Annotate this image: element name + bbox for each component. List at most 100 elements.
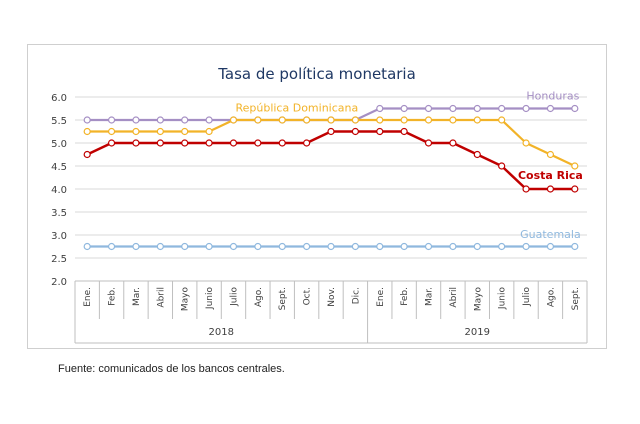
data-point-republica-dominicana [303, 116, 311, 124]
data-point-republica-dominicana [156, 127, 164, 136]
data-point-honduras [522, 104, 530, 113]
data-point-guatemala [83, 242, 91, 251]
data-point-guatemala [498, 242, 506, 251]
data-point-guatemala [327, 242, 335, 251]
data-point-republica-dominicana [424, 116, 433, 124]
data-point-costa-rica [327, 127, 335, 136]
data-point-costa-rica [83, 150, 91, 159]
x-tick-label: Junio [205, 287, 215, 311]
x-tick-label: Ago. [546, 287, 556, 307]
data-point-costa-rica [376, 127, 384, 136]
data-point-guatemala [449, 242, 457, 251]
data-point-costa-rica [156, 139, 164, 147]
data-point-costa-rica [107, 139, 116, 147]
y-tick-label: 5.0 [51, 139, 67, 150]
x-tick-label: Abril [156, 287, 166, 308]
x-tick-label: Dic. [351, 287, 361, 304]
data-point-honduras [205, 116, 213, 124]
data-point-republica-dominicana [278, 116, 286, 124]
data-point-costa-rica [278, 139, 286, 147]
series-label-guatemala: Guatemala [520, 228, 581, 241]
series-label-republica-dominicana: República Dominicana [235, 102, 358, 115]
data-point-costa-rica [424, 139, 433, 147]
data-point-guatemala [571, 242, 579, 251]
x-tick-label: Nov. [327, 287, 337, 307]
data-point-costa-rica [571, 185, 579, 193]
data-point-honduras [83, 116, 91, 124]
data-point-guatemala [522, 242, 530, 251]
data-point-republica-dominicana [351, 116, 359, 124]
data-point-honduras [498, 104, 506, 113]
y-tick-label: 5.5 [51, 116, 67, 127]
data-point-guatemala [424, 242, 433, 251]
data-point-costa-rica [254, 139, 262, 147]
data-point-costa-rica [132, 139, 140, 147]
y-tick-label: 3.0 [51, 231, 67, 242]
data-point-guatemala [229, 242, 238, 251]
data-point-republica-dominicana [546, 150, 555, 159]
data-point-costa-rica [546, 185, 555, 193]
x-tick-label: Ago. [254, 287, 264, 307]
data-point-republica-dominicana [83, 127, 91, 136]
y-tick-label: 3.5 [51, 208, 67, 219]
x-tick-label: Feb. [400, 287, 410, 306]
data-point-republica-dominicana [498, 116, 506, 124]
data-point-honduras [376, 104, 384, 113]
x-tick-label: Julio [522, 287, 532, 307]
data-point-costa-rica [181, 139, 189, 147]
x-tick-label: Oct. [303, 287, 313, 305]
data-point-guatemala [400, 242, 408, 251]
data-point-republica-dominicana [132, 127, 140, 136]
x-tick-label: Ene. [83, 287, 93, 307]
data-point-honduras [449, 104, 457, 113]
data-point-costa-rica [351, 127, 359, 136]
data-point-honduras [181, 116, 189, 124]
data-point-republica-dominicana [205, 127, 213, 136]
chart-title: Tasa de política monetaria [217, 65, 416, 83]
x-tick-label: Sept. [571, 287, 581, 310]
y-tick-label: 4.0 [51, 185, 67, 196]
data-point-guatemala [132, 242, 140, 251]
year-label: 2019 [465, 327, 490, 338]
x-tick-label: Mar. [132, 287, 142, 306]
data-point-honduras [473, 104, 481, 113]
x-tick-label: Feb. [108, 287, 118, 306]
data-point-republica-dominicana [376, 116, 384, 124]
x-tick-label: Sept. [278, 287, 288, 310]
chart-frame: Tasa de política monetaria 2.0 2.5 3.0 3.5 4… [27, 44, 607, 349]
data-point-guatemala [351, 242, 359, 251]
data-point-costa-rica [205, 139, 213, 147]
x-tick-label: Junio [498, 287, 508, 311]
series-label-honduras: Honduras [526, 89, 579, 102]
data-point-costa-rica [449, 139, 457, 147]
data-point-honduras [107, 116, 116, 124]
x-tick-label: Abril [449, 287, 459, 308]
data-point-honduras [424, 104, 433, 113]
y-tick-label: 2.0 [51, 277, 67, 288]
x-tick-label: Julio [229, 287, 239, 307]
data-point-costa-rica [473, 150, 481, 159]
data-point-republica-dominicana [181, 127, 189, 136]
y-tick-label: 4.5 [51, 162, 67, 173]
data-point-republica-dominicana [327, 116, 335, 124]
data-point-republica-dominicana [522, 139, 530, 147]
data-point-guatemala [376, 242, 384, 251]
data-point-honduras [156, 116, 164, 124]
data-point-costa-rica [522, 185, 530, 193]
data-point-honduras [132, 116, 140, 124]
y-tick-label: 2.5 [51, 254, 67, 265]
x-tick-label: Mayo [181, 287, 191, 312]
data-point-guatemala [156, 242, 164, 251]
data-point-costa-rica [229, 139, 238, 147]
data-point-republica-dominicana [449, 116, 457, 124]
y-tick-label: 6.0 [51, 93, 67, 104]
series-label-costa-rica: Costa Rica [518, 169, 583, 182]
data-point-guatemala [205, 242, 213, 251]
data-point-guatemala [107, 242, 116, 251]
data-point-honduras [546, 104, 555, 113]
data-point-costa-rica [498, 162, 506, 170]
data-point-republica-dominicana [473, 116, 481, 124]
x-tick-label: Mayo [473, 287, 483, 312]
x-tick-label: Ene. [376, 287, 386, 307]
data-point-republica-dominicana [229, 116, 238, 124]
